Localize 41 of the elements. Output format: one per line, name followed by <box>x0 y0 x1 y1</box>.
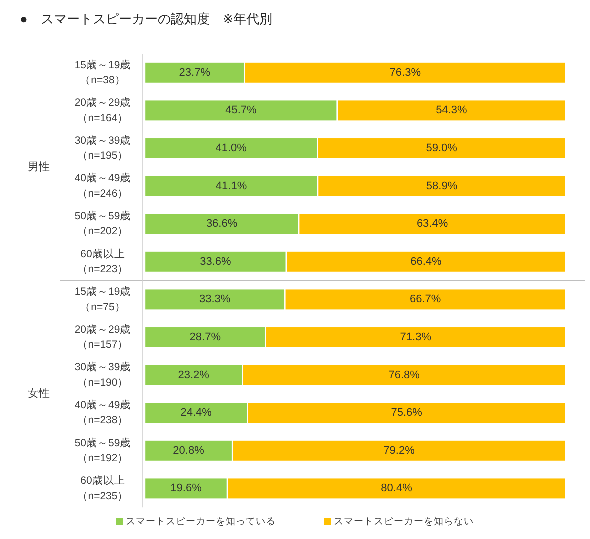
data-label: 66.7% <box>410 294 442 306</box>
y-axis-title: 女性 <box>28 388 50 400</box>
data-label: 41.0% <box>216 142 248 154</box>
y-tick-label: 30歳～39歳（n=195） <box>74 134 132 162</box>
data-label: 28.7% <box>190 332 222 344</box>
chart-title: ● スマートスピーカーの認知度 ※年代別 <box>20 12 273 26</box>
legend-label: スマートスピーカーを知らない <box>334 516 474 528</box>
data-label: 63.4% <box>416 218 448 230</box>
data-label: 59.0% <box>426 142 458 154</box>
data-label: 24.4% <box>180 407 212 420</box>
y-tick-label: 60歳以上（n=235） <box>77 474 129 502</box>
y-axis-title: 男性 <box>28 161 50 174</box>
data-label: 20.8% <box>173 444 205 457</box>
legend-label: スマートスピーカーを知っている <box>126 516 276 528</box>
data-label: 76.8% <box>388 369 420 382</box>
data-label: 76.3% <box>390 66 422 79</box>
y-tick-label: 40歳～49歳（n=246） <box>74 172 132 200</box>
data-label: 33.3% <box>199 294 231 306</box>
data-label: 36.6% <box>206 218 238 230</box>
data-label: 58.9% <box>426 180 458 192</box>
data-label: 79.2% <box>384 444 416 457</box>
data-label: 71.3% <box>400 332 432 344</box>
data-label: 66.4% <box>410 256 442 268</box>
y-tick-label: 20歳～29歳（n=164） <box>74 96 132 124</box>
y-tick-label: 50歳～59歳（n=202） <box>74 209 132 238</box>
y-tick-label: 20歳～29歳（n=157） <box>74 322 132 352</box>
data-label: 33.6% <box>200 256 232 268</box>
y-tick-label: 15歳～19歳（n=38） <box>74 58 132 87</box>
data-label: 75.6% <box>391 407 423 420</box>
data-label: 54.3% <box>436 104 468 117</box>
y-tick-label: 15歳～19歳（n=75） <box>74 285 132 314</box>
data-label: 23.7% <box>179 66 211 79</box>
y-tick-label: 50歳～59歳（n=192） <box>74 436 132 465</box>
data-label: 19.6% <box>170 482 202 495</box>
data-label: 41.1% <box>216 180 248 192</box>
data-label: 80.4% <box>381 482 413 495</box>
data-label: 23.2% <box>178 369 210 382</box>
y-tick-label: 60歳以上（n=223） <box>77 247 129 276</box>
y-tick-label: 40歳～49歳（n=238） <box>74 398 132 427</box>
y-tick-label: 30歳～39歳（n=190） <box>74 360 132 389</box>
data-label: 45.7% <box>226 104 258 117</box>
